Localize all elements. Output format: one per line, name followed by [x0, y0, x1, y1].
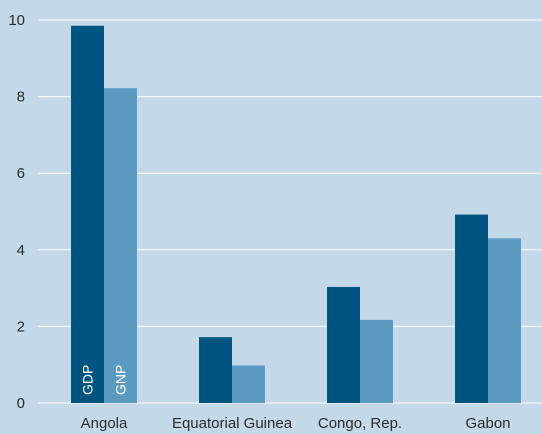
bar-gnp-2	[360, 319, 393, 403]
series-label-gnp: GNP	[113, 365, 129, 395]
bars	[71, 25, 521, 404]
y-tick-label: 4	[17, 242, 25, 259]
category-label: Angola	[81, 415, 128, 432]
bar-gdp-1	[199, 337, 232, 403]
y-tick-label: 2	[17, 318, 25, 335]
bar-gnp-1	[232, 365, 265, 403]
category-label: Equatorial Guinea	[172, 415, 293, 432]
y-tick-label: 0	[17, 395, 25, 412]
bar-gdp-2	[327, 286, 360, 403]
category-label: Congo, Rep.	[318, 415, 402, 432]
y-tick-label: 10	[8, 12, 25, 29]
bar-gnp-0	[104, 88, 137, 403]
category-label: Gabon	[465, 415, 510, 432]
series-label-gdp: GDP	[80, 365, 96, 395]
bar-gdp-0	[71, 25, 104, 404]
x-axis-category-labels: Angola Equatorial Guinea Congo, Rep. Gabon	[81, 415, 511, 432]
bar-gnp-3	[488, 238, 521, 403]
y-tick-label: 8	[17, 89, 25, 106]
y-tick-label: 6	[17, 165, 25, 182]
bar-gdp-3	[455, 214, 488, 403]
series-inline-labels: GDP GNP	[80, 365, 129, 395]
y-axis-tick-labels: 0 2 4 6 8 10	[8, 12, 25, 412]
